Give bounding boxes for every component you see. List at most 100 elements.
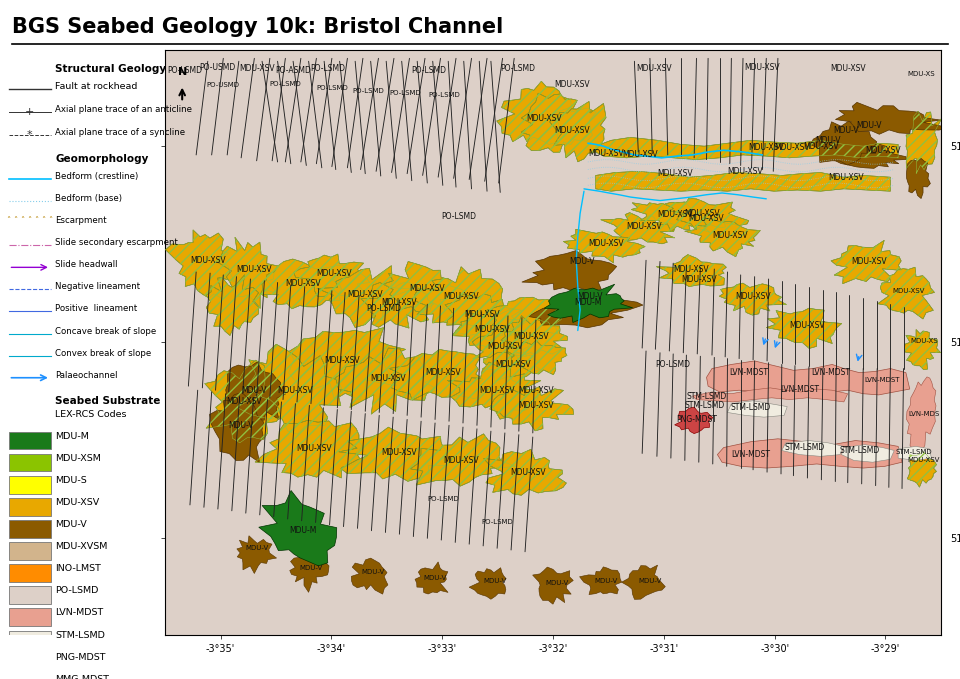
Polygon shape xyxy=(665,198,749,229)
Bar xyxy=(9,543,51,559)
Polygon shape xyxy=(361,282,434,328)
Polygon shape xyxy=(410,434,516,486)
Text: LVN-MDST: LVN-MDST xyxy=(729,368,768,377)
Text: MDU-XSV: MDU-XSV xyxy=(555,126,590,135)
Text: Seabed Substrate: Seabed Substrate xyxy=(56,396,161,406)
Text: MDU-XSV: MDU-XSV xyxy=(892,288,924,294)
Polygon shape xyxy=(339,427,447,481)
Text: LVN-MDS: LVN-MDS xyxy=(908,411,940,417)
Polygon shape xyxy=(906,377,936,452)
Polygon shape xyxy=(621,565,665,600)
Text: ˄: ˄ xyxy=(20,217,25,225)
Polygon shape xyxy=(684,218,760,257)
Text: MDU-XVSM: MDU-XVSM xyxy=(56,543,108,551)
Polygon shape xyxy=(877,268,934,319)
Text: MDU-V: MDU-V xyxy=(228,421,253,430)
Text: +: + xyxy=(25,107,35,117)
Text: MDU-V: MDU-V xyxy=(833,126,859,135)
Bar xyxy=(9,631,51,648)
Bar xyxy=(9,498,51,515)
Text: MDU-XSV: MDU-XSV xyxy=(852,257,887,266)
Polygon shape xyxy=(906,158,930,198)
Polygon shape xyxy=(601,213,676,244)
Text: MDU-XSV: MDU-XSV xyxy=(627,222,662,231)
Text: MDU-XSV: MDU-XSV xyxy=(285,279,321,288)
Polygon shape xyxy=(335,348,440,414)
Text: MDU-V: MDU-V xyxy=(56,520,87,529)
Text: Geomorphology: Geomorphology xyxy=(56,154,149,164)
Text: MDU-XSV: MDU-XSV xyxy=(588,240,623,249)
Text: MDU-XSV: MDU-XSV xyxy=(348,290,383,299)
Text: MDU-XSV: MDU-XSV xyxy=(514,332,549,341)
Text: STM-LSMD: STM-LSMD xyxy=(684,401,725,410)
Bar xyxy=(9,587,51,604)
Text: MDU-V: MDU-V xyxy=(856,121,882,130)
Text: MDU-XSV: MDU-XSV xyxy=(277,386,313,394)
Bar xyxy=(9,608,51,626)
Polygon shape xyxy=(206,275,259,335)
Text: MDU-V: MDU-V xyxy=(483,578,507,584)
Text: Slide headwall: Slide headwall xyxy=(56,260,118,270)
Text: MDU-XSV: MDU-XSV xyxy=(907,458,940,464)
Polygon shape xyxy=(294,254,370,297)
Polygon shape xyxy=(415,562,448,594)
Text: MDU-XSV: MDU-XSV xyxy=(464,310,499,318)
Text: Slide secondary escarpment: Slide secondary escarpment xyxy=(56,238,179,247)
Text: Convex break of slope: Convex break of slope xyxy=(56,348,152,358)
Text: MDU-S: MDU-S xyxy=(56,476,87,485)
Polygon shape xyxy=(259,490,337,566)
Text: Axial plane trace of a syncline: Axial plane trace of a syncline xyxy=(56,128,185,136)
Polygon shape xyxy=(564,230,645,263)
Text: MDU-V: MDU-V xyxy=(300,564,323,570)
Text: MDU-XSV: MDU-XSV xyxy=(712,231,748,240)
Text: INO-LMST: INO-LMST xyxy=(56,564,102,573)
Text: MDU-XSV: MDU-XSV xyxy=(749,143,784,152)
Text: MDU-XSV: MDU-XSV xyxy=(381,298,418,307)
Text: Bedform (crestline): Bedform (crestline) xyxy=(56,172,139,181)
Text: PO-LSMD: PO-LSMD xyxy=(500,64,536,73)
Text: Escarpment: Escarpment xyxy=(56,216,108,225)
Text: LVN-MDST: LVN-MDST xyxy=(732,450,770,459)
Text: ˄: ˄ xyxy=(28,217,32,225)
Text: MDU-XSV: MDU-XSV xyxy=(774,143,809,152)
Text: MDU-XSV: MDU-XSV xyxy=(511,468,546,477)
Text: STM-LSMD: STM-LSMD xyxy=(785,443,826,452)
Text: ˄: ˄ xyxy=(35,217,38,225)
Text: PO-LSMD: PO-LSMD xyxy=(352,88,384,94)
Bar xyxy=(9,454,51,471)
Text: PO-LSMD: PO-LSMD xyxy=(56,587,99,595)
Text: MDU-V: MDU-V xyxy=(423,574,446,581)
Text: MDU-XSV: MDU-XSV xyxy=(474,325,511,334)
Polygon shape xyxy=(521,93,596,152)
Text: PO-LSMD: PO-LSMD xyxy=(167,66,202,75)
Text: MDU-XSV: MDU-XSV xyxy=(681,274,716,284)
Polygon shape xyxy=(165,230,234,299)
Bar xyxy=(9,520,51,538)
Polygon shape xyxy=(204,360,280,443)
Text: MDU-XSV: MDU-XSV xyxy=(444,292,479,301)
Polygon shape xyxy=(595,171,890,191)
Polygon shape xyxy=(496,81,571,145)
Text: LVN-MDST: LVN-MDST xyxy=(56,608,104,617)
Text: MDU-XS: MDU-XS xyxy=(907,71,935,77)
Polygon shape xyxy=(544,285,633,323)
Polygon shape xyxy=(507,340,567,375)
Text: MDU-XSV: MDU-XSV xyxy=(622,151,658,160)
Polygon shape xyxy=(289,328,406,400)
Polygon shape xyxy=(717,439,902,468)
Polygon shape xyxy=(528,299,643,328)
Text: MDU-XSV: MDU-XSV xyxy=(324,356,360,365)
Polygon shape xyxy=(580,567,622,595)
Polygon shape xyxy=(482,352,540,384)
Text: PO-LSMD: PO-LSMD xyxy=(270,81,301,86)
Text: PNG-MDST: PNG-MDST xyxy=(56,653,106,661)
Polygon shape xyxy=(452,310,529,348)
Polygon shape xyxy=(522,251,616,292)
Text: ˄: ˄ xyxy=(41,217,46,225)
Polygon shape xyxy=(781,441,844,456)
Text: MDU-V: MDU-V xyxy=(594,578,617,584)
Text: PO-LSMD: PO-LSMD xyxy=(428,92,460,98)
Bar xyxy=(9,564,51,582)
Text: Palaeochannel: Palaeochannel xyxy=(56,371,118,380)
Text: MDU-XSV: MDU-XSV xyxy=(425,368,461,377)
